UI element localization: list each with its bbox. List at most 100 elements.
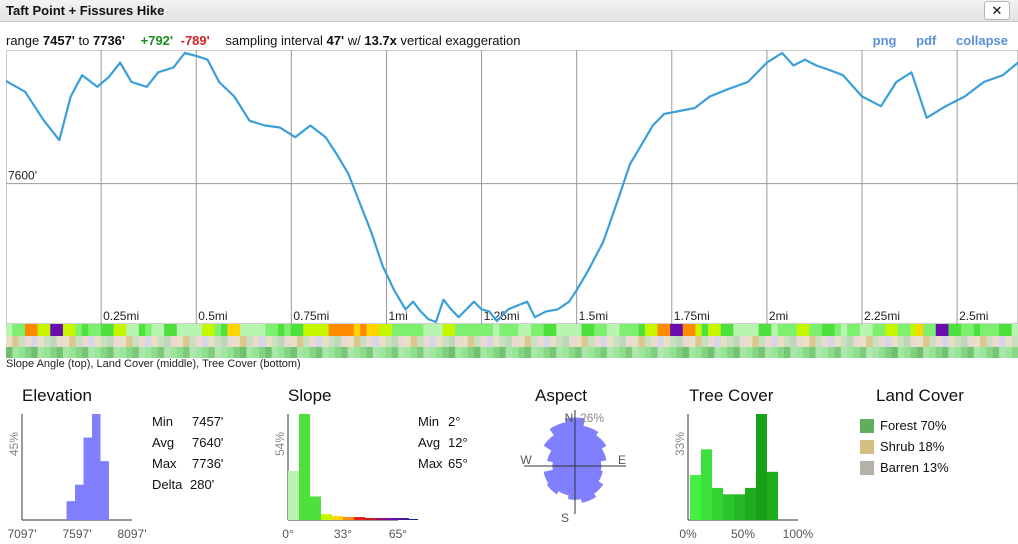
treecover-band-cell bbox=[474, 347, 481, 358]
slope-band-cell bbox=[360, 324, 368, 336]
range-min: 7457' bbox=[42, 33, 75, 48]
landcover-band-cell bbox=[973, 336, 981, 347]
exaggeration-value: 13.7x bbox=[364, 33, 397, 48]
treecover-band-cell bbox=[290, 347, 298, 358]
slope-band-cell bbox=[164, 324, 171, 336]
landcover-band-cell bbox=[543, 336, 551, 347]
slope-band-cell bbox=[246, 324, 254, 336]
slope-min-label: Min bbox=[418, 414, 439, 429]
profile-frame bbox=[6, 50, 1018, 324]
treecover-band-cell bbox=[524, 347, 532, 358]
landcover-band-cell bbox=[271, 336, 279, 347]
treecover-band-cell bbox=[303, 347, 311, 358]
landcover-band-cell bbox=[847, 336, 855, 347]
landcover-band-cell bbox=[853, 336, 861, 347]
slope-band-cell bbox=[208, 324, 216, 336]
aspect-wedge bbox=[546, 465, 576, 495]
slope-band-cell bbox=[644, 324, 652, 336]
slope-band-cell bbox=[518, 324, 526, 336]
treecover-band-cell bbox=[202, 347, 209, 358]
treecover-band-cell bbox=[821, 347, 829, 358]
profile-x-tick-label: 1mi bbox=[388, 309, 407, 323]
slope-band-cell bbox=[436, 324, 443, 336]
landcover-band-cell bbox=[613, 336, 621, 347]
landcover-band-cell bbox=[904, 336, 911, 347]
elevation-hist-title: Elevation bbox=[22, 386, 92, 405]
landcover-band-cell bbox=[410, 336, 418, 347]
close-button[interactable]: ✕ bbox=[984, 1, 1010, 20]
treecover-band-cell bbox=[809, 347, 817, 358]
treecover-band-cell bbox=[840, 347, 848, 358]
slope-band-cell bbox=[657, 324, 665, 336]
png-link[interactable]: png bbox=[872, 33, 897, 48]
elevation-profile-chart[interactable]: 0.25mi 0.5mi 0.75mi 1mi 1.25mi 1.5mi 1.75mi 2mi… bbox=[6, 50, 1018, 324]
landcover-band-cell bbox=[322, 336, 330, 347]
treecover-band-cell bbox=[638, 347, 646, 358]
hist-y-tick-label: 54% bbox=[273, 432, 287, 456]
slope-band-cell bbox=[663, 324, 671, 336]
landcover-band-cell bbox=[568, 336, 576, 347]
slope-band-cell bbox=[372, 324, 380, 336]
hist-bar bbox=[310, 496, 321, 520]
treecover-band-cell bbox=[246, 347, 254, 358]
aspect-south-label: S bbox=[561, 511, 569, 525]
slope-band-cell bbox=[24, 324, 32, 336]
slope-band-cell bbox=[891, 324, 899, 336]
treecover-band-cell bbox=[284, 347, 292, 358]
treecover-band-cell bbox=[771, 347, 779, 358]
landcover-band-cell bbox=[474, 336, 481, 347]
pdf-link[interactable]: pdf bbox=[916, 33, 937, 48]
landcover-band-cell bbox=[777, 336, 785, 347]
treecover-band-cell bbox=[802, 347, 810, 358]
slope-band-cell bbox=[100, 324, 108, 336]
treecover-band-cell bbox=[221, 347, 228, 358]
landcover-band-cell bbox=[790, 336, 798, 347]
hist-bar bbox=[398, 518, 409, 520]
treecover-band-cell bbox=[423, 347, 431, 358]
hist-bar bbox=[690, 475, 701, 520]
slope-band-cell bbox=[132, 324, 140, 336]
hist-bar bbox=[734, 494, 745, 520]
slope-band-cell bbox=[758, 324, 766, 336]
sampling-prefix: sampling interval bbox=[225, 33, 323, 48]
land-cover-shrub: Shrub 18% bbox=[860, 436, 949, 457]
landcover-band-cell bbox=[417, 336, 424, 347]
slope-band-cell bbox=[240, 324, 247, 336]
slope-band-cell bbox=[37, 324, 45, 336]
slope-band-cell bbox=[651, 324, 658, 336]
slope-band-cell bbox=[575, 324, 583, 336]
slope-band-cell bbox=[752, 324, 760, 336]
hist-bar bbox=[723, 494, 734, 520]
hist-y-tick-label: 33% bbox=[673, 432, 687, 456]
tree-cover-title: Tree Cover bbox=[689, 386, 774, 405]
profile-y-label: 7600' bbox=[8, 169, 37, 183]
window-title-bar: Taft Point + Fissures Hike ✕ bbox=[0, 0, 1018, 22]
slope-band-cell bbox=[233, 324, 241, 336]
slope-band-cell bbox=[847, 324, 855, 336]
collapse-link[interactable]: collapse bbox=[955, 33, 1008, 48]
landcover-band-cell bbox=[657, 336, 665, 347]
slope-band-cell bbox=[853, 324, 861, 336]
landcover-band-cell bbox=[290, 336, 298, 347]
treecover-band-cell bbox=[448, 347, 456, 358]
treecover-band-cell bbox=[227, 347, 235, 358]
aspect-wedge bbox=[574, 447, 607, 467]
slope-stats: Min 2° Avg 12° Max 65° bbox=[418, 414, 468, 477]
slope-band-cell bbox=[290, 324, 298, 336]
landcover-band-cell bbox=[986, 336, 994, 347]
range-to: to bbox=[78, 33, 90, 48]
hist-bar bbox=[376, 518, 387, 520]
treecover-band-cell bbox=[347, 347, 355, 358]
slope-band-cell bbox=[410, 324, 418, 336]
export-links: png pdf collapse bbox=[857, 33, 1008, 48]
slope-band-cell bbox=[815, 324, 823, 336]
range-prefix: range bbox=[6, 33, 40, 48]
landcover-band-cell bbox=[183, 336, 190, 347]
landcover-band-cell bbox=[347, 336, 355, 347]
landcover-band-cell bbox=[505, 336, 513, 347]
treecover-band-cell bbox=[461, 347, 469, 358]
treecover-band-cell bbox=[341, 347, 349, 358]
treecover-band-cell bbox=[75, 347, 83, 358]
landcover-band-cell bbox=[480, 336, 488, 347]
slope-band-cell bbox=[872, 324, 880, 336]
